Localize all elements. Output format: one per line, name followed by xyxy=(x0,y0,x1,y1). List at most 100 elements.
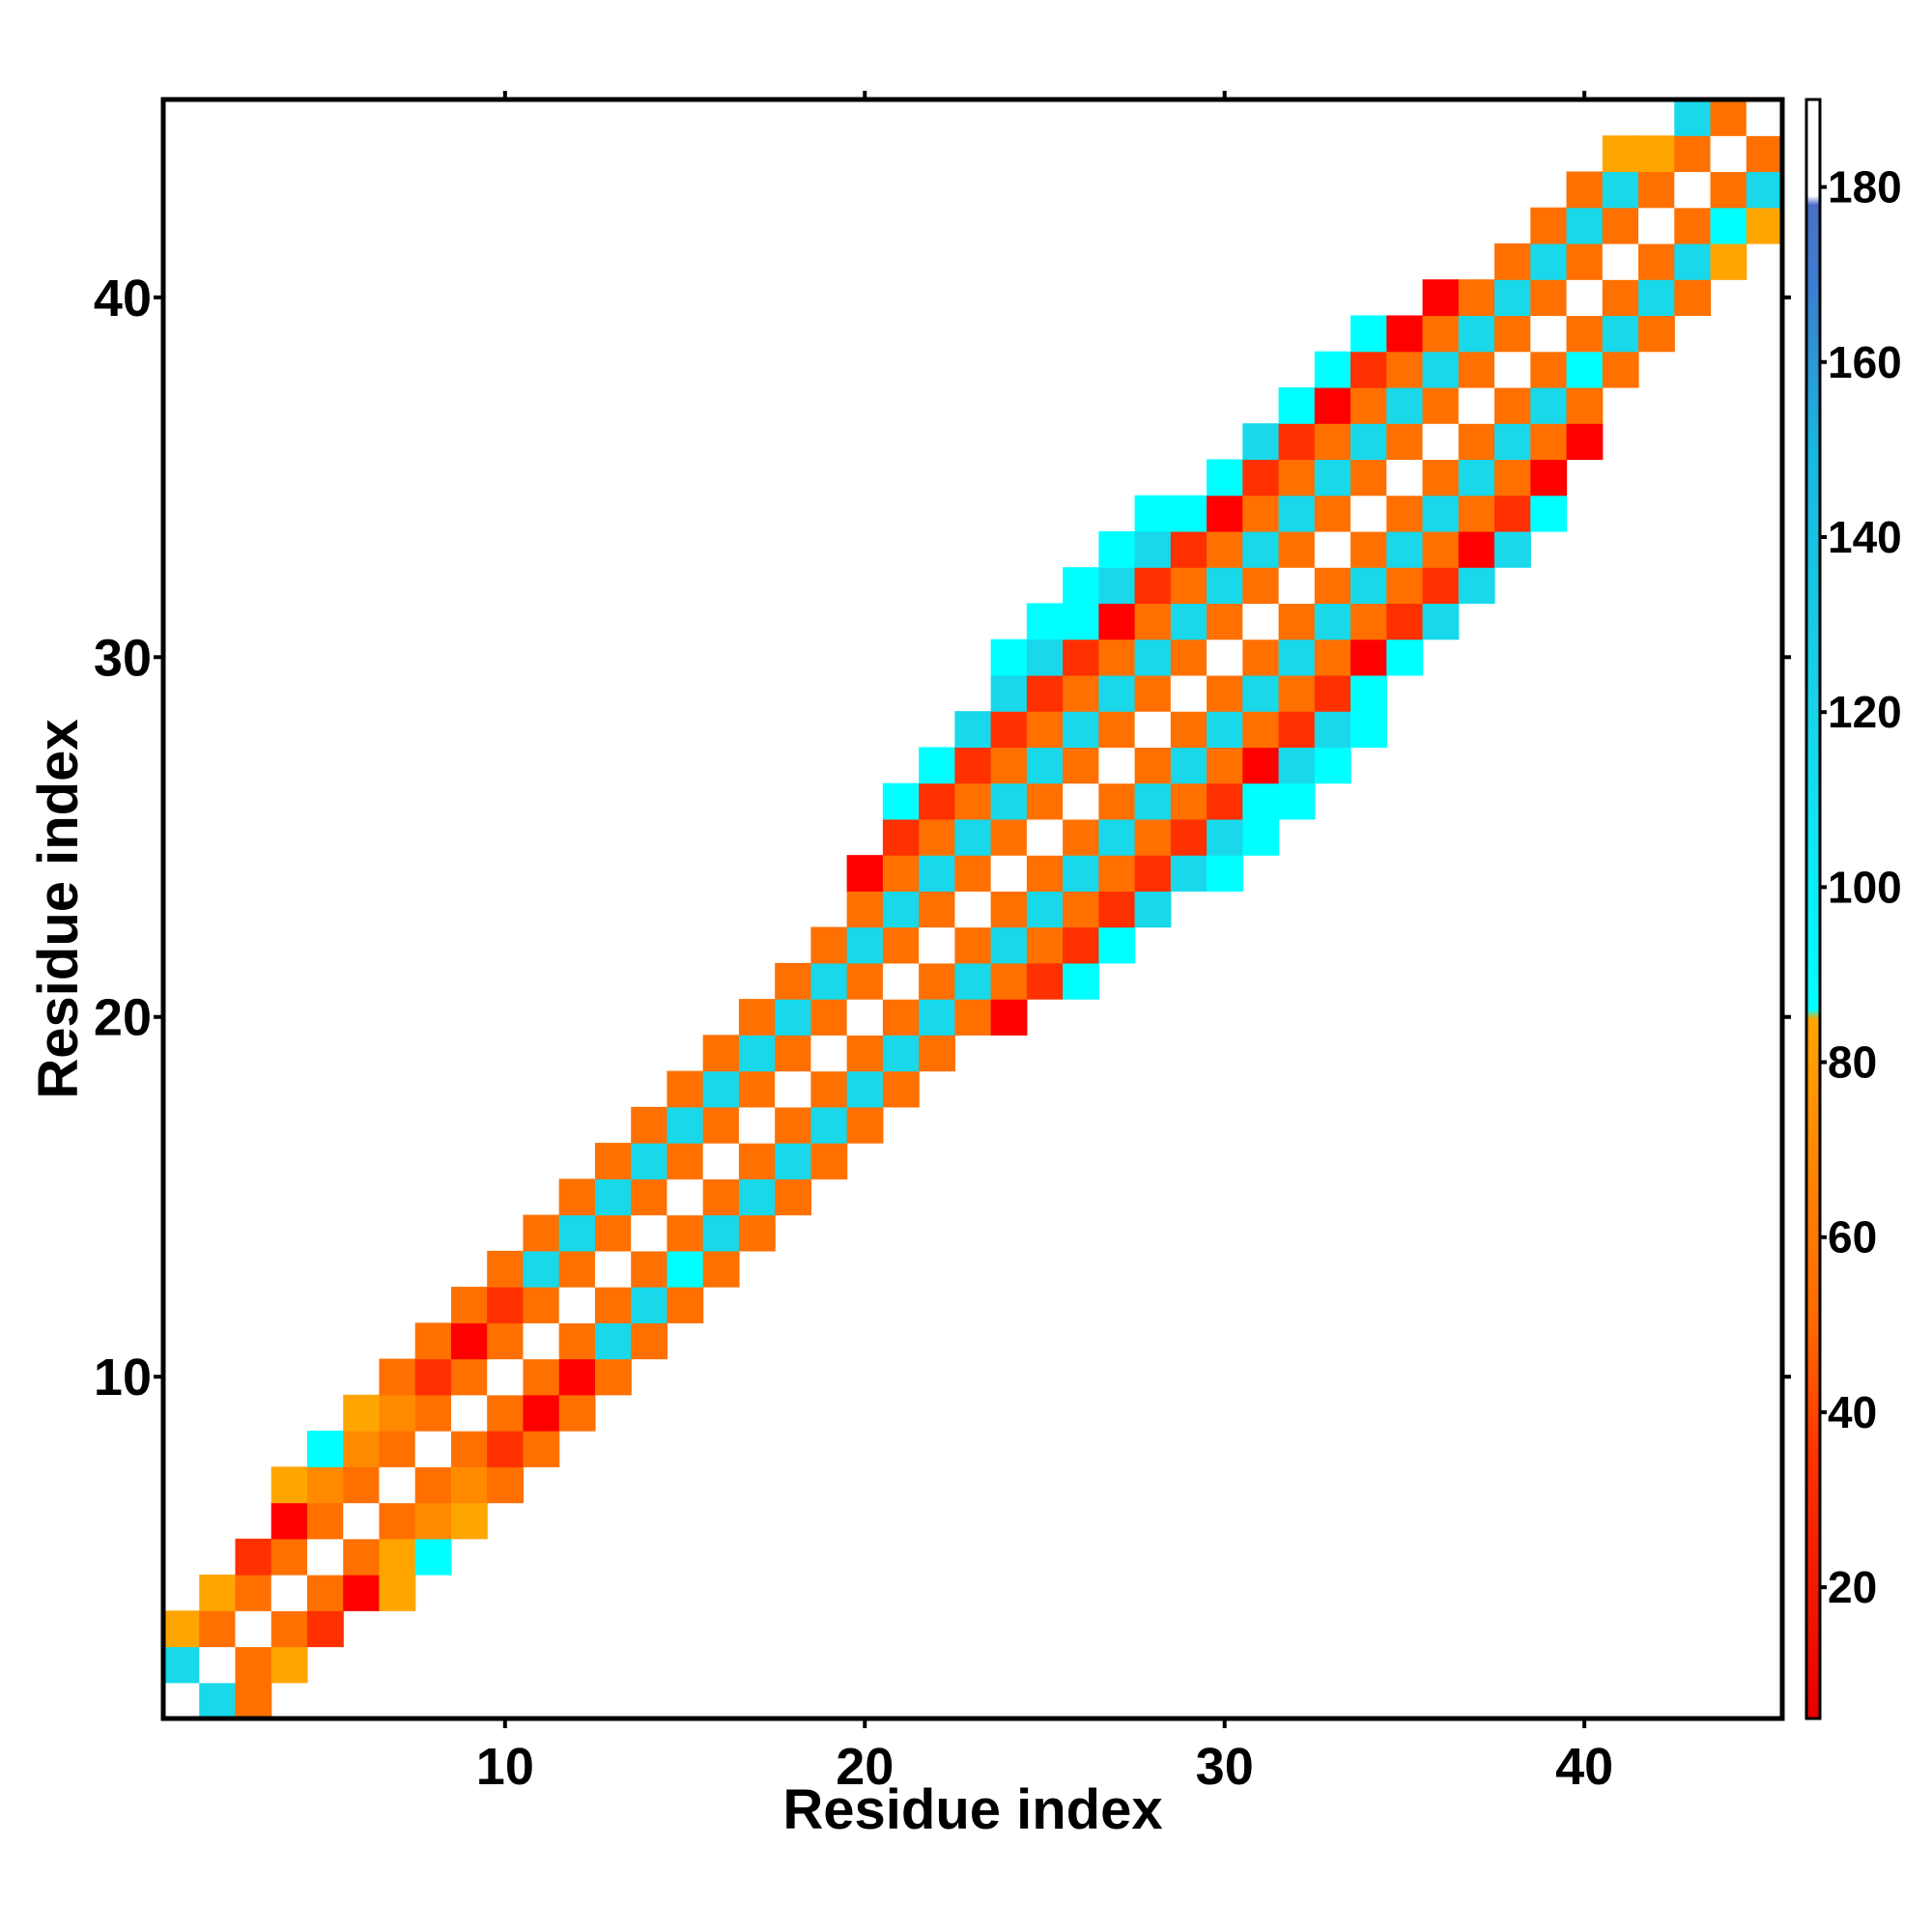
heatmap-cell xyxy=(1422,423,1460,461)
heatmap-cell xyxy=(702,1250,740,1288)
heatmap-cell xyxy=(163,1682,200,1719)
heatmap-cell xyxy=(775,962,811,1000)
heatmap-cell xyxy=(1063,674,1099,712)
heatmap-cell xyxy=(270,1538,308,1576)
heatmap-cell xyxy=(558,1287,596,1323)
heatmap-cell xyxy=(343,1502,381,1540)
heatmap-cell xyxy=(558,1358,596,1396)
heatmap-cell xyxy=(846,1070,884,1108)
colorbar-tick-label: 40 xyxy=(1828,1387,1877,1437)
heatmap-cell xyxy=(1134,747,1172,784)
heatmap-cell xyxy=(846,962,884,1000)
heatmap-cell xyxy=(1314,603,1351,640)
heatmap-cell xyxy=(954,962,992,1000)
heatmap-cell xyxy=(1710,242,1747,280)
heatmap-cell xyxy=(1386,603,1424,640)
heatmap-cell xyxy=(450,1466,488,1504)
heatmap-cell xyxy=(450,1322,488,1360)
heatmap-cell xyxy=(1207,495,1243,532)
heatmap-cell xyxy=(523,1394,560,1432)
x-axis-tick-labels: 10 20 30 40 xyxy=(476,1738,1613,1796)
heatmap-cell xyxy=(450,1394,488,1432)
heatmap-cell xyxy=(990,926,1028,964)
heatmap-cell xyxy=(882,926,920,964)
heatmap-cell xyxy=(1026,603,1064,640)
heatmap-cell xyxy=(1063,891,1099,928)
heatmap-cell xyxy=(1242,423,1280,461)
heatmap-cell xyxy=(1134,530,1172,568)
x-axis-title: Residue index xyxy=(782,1778,1162,1841)
colorbar-tick-label: 140 xyxy=(1828,512,1902,562)
heatmap-cell xyxy=(1458,530,1495,568)
heatmap-cell xyxy=(1638,315,1675,353)
x-tick-label: 10 xyxy=(476,1738,534,1796)
heatmap-cell xyxy=(882,999,920,1036)
heatmap-cell xyxy=(1458,423,1495,461)
heatmap-cell xyxy=(1350,603,1387,640)
heatmap-cell xyxy=(667,1106,704,1144)
heatmap-cell xyxy=(990,747,1028,784)
heatmap-cell xyxy=(1386,315,1424,353)
colorbar-segment xyxy=(1806,449,1820,713)
heatmap-cell xyxy=(1098,674,1136,712)
heatmap-cell xyxy=(1207,459,1243,497)
heatmap-cell xyxy=(1314,386,1351,424)
heatmap-cell xyxy=(702,1070,740,1108)
heatmap-cell xyxy=(414,1394,452,1432)
heatmap-cell xyxy=(1422,567,1460,605)
heatmap-cell xyxy=(1458,459,1495,497)
heatmap-cell xyxy=(1170,639,1208,676)
heatmap-cell xyxy=(919,1035,955,1072)
heatmap-cell xyxy=(1422,603,1460,640)
heatmap-cell xyxy=(270,1610,308,1648)
heatmap-cell xyxy=(954,711,992,748)
heatmap-cell xyxy=(1530,279,1568,317)
heatmap-cell xyxy=(1098,530,1136,568)
heatmap-cell xyxy=(954,891,992,928)
heatmap-cell xyxy=(1314,567,1351,605)
heatmap-cell xyxy=(1710,171,1747,209)
heatmap-cell xyxy=(1530,207,1568,244)
heatmap-cell xyxy=(1026,926,1064,964)
heatmap-cell xyxy=(1098,855,1136,892)
heatmap-cell xyxy=(235,1646,272,1684)
heatmap-cell xyxy=(1278,639,1316,676)
heatmap-cell xyxy=(810,1106,848,1144)
heatmap-cell xyxy=(1530,495,1568,532)
heatmap-cell xyxy=(1170,747,1208,784)
x-tick-label: 20 xyxy=(836,1738,894,1796)
heatmap-cell xyxy=(487,1466,525,1504)
colorbar-segment xyxy=(1806,1456,1820,1719)
heatmap-cell xyxy=(1746,99,1783,136)
heatmap-cell xyxy=(1063,855,1099,892)
heatmap-cell xyxy=(1602,315,1639,353)
heatmap-cell xyxy=(1278,423,1316,461)
heatmap-cell xyxy=(1746,207,1783,244)
heatmap-cell xyxy=(1458,386,1495,424)
heatmap-cell xyxy=(1674,242,1712,280)
heatmap-cell xyxy=(1566,171,1604,209)
heatmap-cell xyxy=(558,1250,596,1288)
y-tick-label: 20 xyxy=(94,989,152,1047)
y-tick-label: 40 xyxy=(94,270,152,327)
heatmap-cell xyxy=(1494,459,1531,497)
heatmap-cell xyxy=(1602,207,1639,244)
heatmap-cell xyxy=(1207,747,1243,784)
heatmap-cell xyxy=(1207,567,1243,605)
heatmap-cell xyxy=(1458,279,1495,317)
heatmap-cell xyxy=(990,782,1028,820)
heatmap-cell xyxy=(667,1143,704,1179)
heatmap-cell xyxy=(594,1214,632,1252)
heatmap-cell xyxy=(810,962,848,1000)
colorbar-segment xyxy=(1806,1324,1820,1457)
heatmap-cell xyxy=(667,1287,704,1323)
colorbar-tick-labels: 20 40 60 80 100 120 140 160 180 xyxy=(1828,162,1902,1613)
heatmap-cell xyxy=(1458,315,1495,353)
heatmap-cell xyxy=(1638,135,1675,173)
heatmap-cell xyxy=(1422,459,1460,497)
heatmap-cell xyxy=(846,999,884,1036)
colorbar-tick-label: 160 xyxy=(1828,337,1902,387)
heatmap-cell xyxy=(1098,603,1136,640)
heatmap-cell xyxy=(810,1143,848,1179)
heatmap-cell xyxy=(1170,711,1208,748)
